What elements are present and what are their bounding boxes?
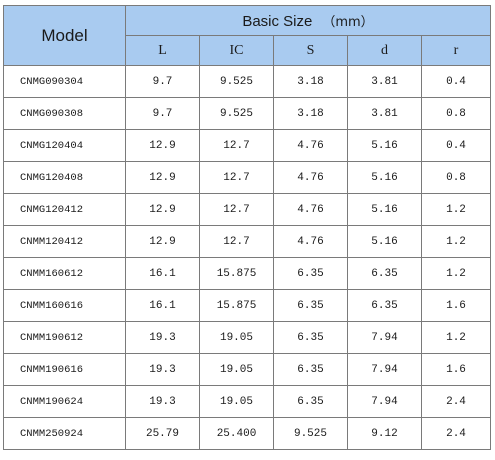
column-header-d: d bbox=[347, 35, 422, 66]
model-cell: CNMM160612 bbox=[3, 257, 126, 290]
cell-r: 0.8 bbox=[421, 161, 491, 194]
cell-r: 0.4 bbox=[421, 129, 491, 162]
cell-IC: 19.05 bbox=[199, 321, 274, 354]
table-row: CNMM160616 16.1 15.875 6.35 6.35 1.6 bbox=[3, 289, 491, 322]
cell-r: 1.6 bbox=[421, 289, 491, 322]
cell-d: 3.81 bbox=[347, 97, 422, 130]
table-row: CNMM190616 19.3 19.05 6.35 7.94 1.6 bbox=[3, 353, 491, 386]
cell-r: 0.4 bbox=[421, 65, 491, 98]
cell-d: 7.94 bbox=[347, 321, 422, 354]
table-row: CNMM190624 19.3 19.05 6.35 7.94 2.4 bbox=[3, 385, 491, 418]
model-cell: CNMM120412 bbox=[3, 225, 126, 258]
model-cell: CNMM190612 bbox=[3, 321, 126, 354]
cell-S: 3.18 bbox=[273, 97, 348, 130]
cell-L: 9.7 bbox=[125, 65, 200, 98]
cell-L: 19.3 bbox=[125, 385, 200, 418]
cell-IC: 9.525 bbox=[199, 97, 274, 130]
model-cell: CNMG120412 bbox=[3, 193, 126, 226]
cell-d: 5.16 bbox=[347, 225, 422, 258]
cell-d: 5.16 bbox=[347, 193, 422, 226]
table-row: CNMM160612 16.1 15.875 6.35 6.35 1.2 bbox=[3, 257, 491, 290]
cell-L: 12.9 bbox=[125, 161, 200, 194]
cell-r: 2.4 bbox=[421, 385, 491, 418]
cell-S: 4.76 bbox=[273, 161, 348, 194]
cell-L: 9.7 bbox=[125, 97, 200, 130]
cell-d: 5.16 bbox=[347, 161, 422, 194]
unit-label: （mm） bbox=[322, 15, 374, 30]
cell-IC: 15.875 bbox=[199, 257, 274, 290]
cell-d: 3.81 bbox=[347, 65, 422, 98]
table-row: CNMG090308 9.7 9.525 3.18 3.81 0.8 bbox=[3, 97, 491, 130]
cell-S: 4.76 bbox=[273, 225, 348, 258]
cell-IC: 12.7 bbox=[199, 129, 274, 162]
cell-IC: 12.7 bbox=[199, 161, 274, 194]
cell-d: 7.94 bbox=[347, 385, 422, 418]
model-cell: CNMG120404 bbox=[3, 129, 126, 162]
cell-L: 12.9 bbox=[125, 225, 200, 258]
cell-S: 6.35 bbox=[273, 385, 348, 418]
cell-S: 6.35 bbox=[273, 353, 348, 386]
column-header-L: L bbox=[125, 35, 200, 66]
cell-IC: 9.525 bbox=[199, 65, 274, 98]
cell-r: 1.2 bbox=[421, 225, 491, 258]
table-row: CNMG120404 12.9 12.7 4.76 5.16 0.4 bbox=[3, 129, 491, 162]
cell-d: 9.12 bbox=[347, 417, 422, 450]
model-cell: CNMM250924 bbox=[3, 417, 126, 450]
spec-table-container: Model Basic Size （mm） L IC S d r CNMG0903… bbox=[3, 5, 491, 450]
column-header-r: r bbox=[421, 35, 491, 66]
cell-IC: 19.05 bbox=[199, 353, 274, 386]
cell-L: 19.3 bbox=[125, 321, 200, 354]
cell-IC: 12.7 bbox=[199, 225, 274, 258]
column-header-S: S bbox=[273, 35, 348, 66]
cell-IC: 12.7 bbox=[199, 193, 274, 226]
cell-L: 16.1 bbox=[125, 289, 200, 322]
cell-S: 4.76 bbox=[273, 129, 348, 162]
cell-r: 1.2 bbox=[421, 257, 491, 290]
cell-L: 16.1 bbox=[125, 257, 200, 290]
column-header-IC: IC bbox=[199, 35, 274, 66]
table-body: CNMG090304 9.7 9.525 3.18 3.81 0.4 CNMG090308 9… bbox=[3, 65, 491, 450]
cell-r: 1.6 bbox=[421, 353, 491, 386]
table-row: CNMG120408 12.9 12.7 4.76 5.16 0.8 bbox=[3, 161, 491, 194]
model-cell: CNMM190616 bbox=[3, 353, 126, 386]
cell-L: 19.3 bbox=[125, 353, 200, 386]
basic-size-table: Model Basic Size （mm） L IC S d r CNMG0903… bbox=[3, 5, 491, 450]
cell-S: 6.35 bbox=[273, 257, 348, 290]
cell-L: 12.9 bbox=[125, 193, 200, 226]
model-cell: CNMM190624 bbox=[3, 385, 126, 418]
cell-S: 4.76 bbox=[273, 193, 348, 226]
cell-r: 0.8 bbox=[421, 97, 491, 130]
model-cell: CNMM160616 bbox=[3, 289, 126, 322]
model-cell: CNMG120408 bbox=[3, 161, 126, 194]
model-column-header: Model bbox=[3, 5, 126, 66]
cell-S: 6.35 bbox=[273, 289, 348, 322]
model-cell: CNMG090304 bbox=[3, 65, 126, 98]
cell-IC: 15.875 bbox=[199, 289, 274, 322]
cell-r: 1.2 bbox=[421, 321, 491, 354]
basic-size-label: Basic Size bbox=[242, 13, 313, 30]
cell-d: 7.94 bbox=[347, 353, 422, 386]
cell-L: 25.79 bbox=[125, 417, 200, 450]
cell-r: 2.4 bbox=[421, 417, 491, 450]
cell-d: 6.35 bbox=[347, 289, 422, 322]
table-row: CNMG090304 9.7 9.525 3.18 3.81 0.4 bbox=[3, 65, 491, 98]
cell-S: 9.525 bbox=[273, 417, 348, 450]
cell-S: 6.35 bbox=[273, 321, 348, 354]
table-row: CNMM190612 19.3 19.05 6.35 7.94 1.2 bbox=[3, 321, 491, 354]
table-header: Model Basic Size （mm） L IC S d r bbox=[3, 5, 491, 66]
cell-r: 1.2 bbox=[421, 193, 491, 226]
cell-IC: 19.05 bbox=[199, 385, 274, 418]
cell-d: 6.35 bbox=[347, 257, 422, 290]
table-row: CNMM120412 12.9 12.7 4.76 5.16 1.2 bbox=[3, 225, 491, 258]
table-row: CNMG120412 12.9 12.7 4.76 5.16 1.2 bbox=[3, 193, 491, 226]
table-row: CNMM250924 25.79 25.400 9.525 9.12 2.4 bbox=[3, 417, 491, 450]
cell-IC: 25.400 bbox=[199, 417, 274, 450]
cell-S: 3.18 bbox=[273, 65, 348, 98]
basic-size-group-header: Basic Size （mm） bbox=[125, 5, 491, 36]
model-cell: CNMG090308 bbox=[3, 97, 126, 130]
cell-L: 12.9 bbox=[125, 129, 200, 162]
cell-d: 5.16 bbox=[347, 129, 422, 162]
